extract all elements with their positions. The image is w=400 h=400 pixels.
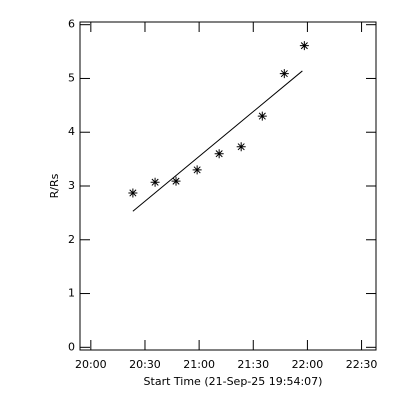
data-point [192,165,202,175]
data-point [236,142,246,152]
x-tick-label: 22:30 [346,358,378,371]
y-tick-label: 1 [68,287,75,300]
x-tick-label: 20:30 [129,358,161,371]
plot-frame [79,21,377,351]
y-tick-label: 4 [68,125,75,138]
data-point [171,176,181,186]
y-tick-label: 6 [68,18,75,31]
y-tick-label: 0 [68,340,75,353]
y-axis-label: R/Rs [48,173,61,198]
data-point [299,41,309,51]
x-tick-label: 21:00 [183,358,215,371]
fit-line [132,70,303,212]
data-point [279,69,289,79]
y-tick-label: 5 [68,71,75,84]
y-tick-label: 2 [68,233,75,246]
y-tick-label: 3 [68,179,75,192]
x-tick-label: 20:00 [75,358,107,371]
x-tick-label: 22:00 [292,358,324,371]
x-tick-label: 21:30 [237,358,269,371]
x-axis-label: Start Time (21-Sep-25 19:54:07) [144,375,323,388]
data-point [150,177,160,187]
data-point [128,188,138,198]
data-point [257,111,267,121]
data-point [214,149,224,159]
